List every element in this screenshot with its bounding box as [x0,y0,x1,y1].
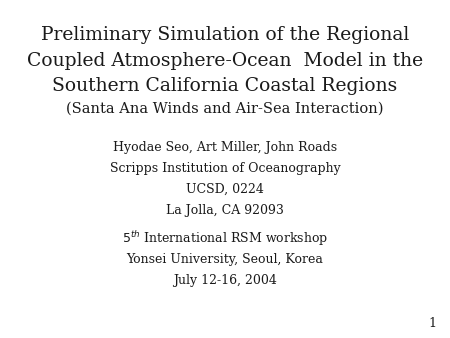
Text: UCSD, 0224: UCSD, 0224 [186,183,264,196]
Text: Scripps Institution of Oceanography: Scripps Institution of Oceanography [110,162,340,175]
Text: July 12-16, 2004: July 12-16, 2004 [173,274,277,287]
Text: La Jolla, CA 92093: La Jolla, CA 92093 [166,204,284,217]
Text: Coupled Atmosphere-Ocean  Model in the: Coupled Atmosphere-Ocean Model in the [27,52,423,70]
Text: Southern California Coastal Regions: Southern California Coastal Regions [52,77,398,95]
Text: (Santa Ana Winds and Air-Sea Interaction): (Santa Ana Winds and Air-Sea Interaction… [66,102,384,116]
Text: $5^{th}$ International RSM workshop: $5^{th}$ International RSM workshop [122,229,328,248]
Text: 1: 1 [428,317,436,330]
Text: Hyodae Seo, Art Miller, John Roads: Hyodae Seo, Art Miller, John Roads [113,141,337,153]
Text: Preliminary Simulation of the Regional: Preliminary Simulation of the Regional [41,26,409,45]
Text: Yonsei University, Seoul, Korea: Yonsei University, Seoul, Korea [126,253,324,266]
